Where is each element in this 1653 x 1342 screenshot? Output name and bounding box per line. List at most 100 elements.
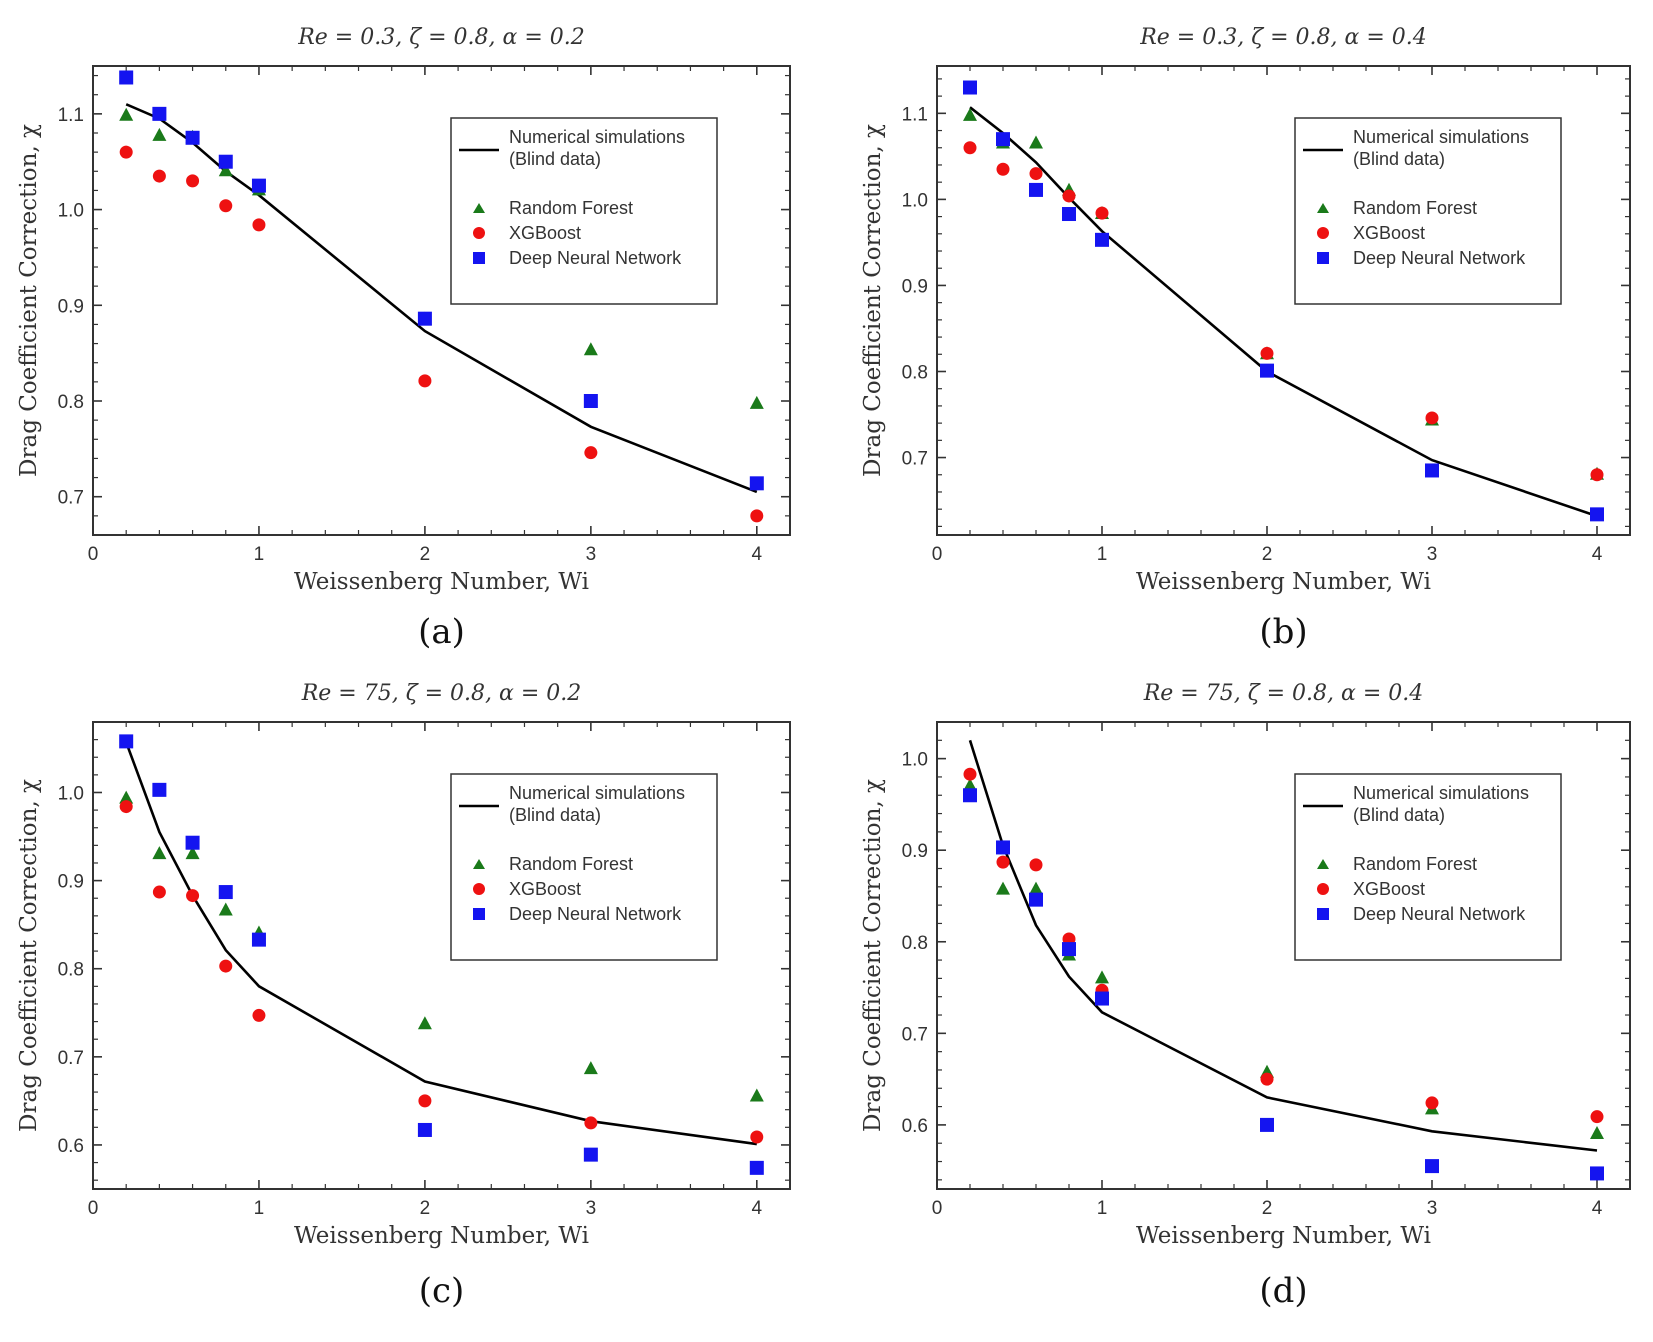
legend-label-numerical: Numerical simulations — [509, 127, 685, 147]
point-dnn — [1095, 991, 1109, 1006]
x-tick-label: 0 — [932, 1198, 943, 1219]
legend-label-dnn: Deep Neural Network — [509, 904, 682, 924]
point-random-forest — [152, 127, 167, 141]
y-axis-label: Drag Coefficient Correction, χ — [860, 779, 886, 1132]
x-tick-label: 4 — [752, 1198, 763, 1219]
point-xgboost — [186, 889, 200, 903]
legend-label-xgboost: XGBoost — [1353, 223, 1425, 243]
point-dnn — [1062, 942, 1076, 957]
legend-swatch-xgboost — [473, 883, 485, 895]
y-tick-label: 1.1 — [58, 105, 84, 126]
point-xgboost — [152, 885, 166, 899]
legend-swatch-random-forest — [473, 859, 485, 869]
chart-title: Re = 0.3, ζ = 0.8, α = 0.4 — [1139, 25, 1427, 50]
point-xgboost — [1095, 206, 1109, 220]
point-dnn — [417, 311, 432, 326]
y-tick-label: 0.7 — [902, 1024, 928, 1045]
x-tick-label: 0 — [932, 544, 943, 565]
plot-frame — [92, 721, 791, 1190]
point-random-forest — [583, 342, 598, 356]
chart-panel-a: Re = 0.3, ζ = 0.8, α = 0.2 0 1 2 3 4 0.7 0.8 0.9… — [16, 25, 791, 652]
point-dnn — [119, 734, 134, 749]
legend-label-dnn: Deep Neural Network — [1353, 248, 1526, 268]
y-axis-label: Drag Coefficient Correction, χ — [16, 124, 42, 477]
point-random-forest — [119, 107, 134, 121]
point-xgboost — [1425, 411, 1439, 425]
chart-panel-c: Re = 75, ζ = 0.8, α = 0.2 0 1 2 3 4 0.6 0.7 0.8 0… — [16, 681, 791, 1311]
point-xgboost — [750, 1130, 764, 1144]
y-tick-label: 1.1 — [902, 104, 928, 125]
point-random-forest — [1029, 135, 1043, 149]
point-dnn — [185, 130, 200, 145]
point-xgboost — [219, 959, 233, 973]
point-xgboost — [1029, 858, 1043, 872]
legend-swatch-xgboost — [1317, 227, 1329, 239]
x-tick-label: 3 — [586, 1198, 597, 1219]
y-axis-label: Drag Coefficient Correction, χ — [16, 779, 42, 1132]
point-xgboost — [186, 174, 200, 188]
chart-title: Re = 75, ζ = 0.8, α = 0.4 — [1143, 681, 1424, 706]
point-dnn — [583, 1147, 598, 1162]
point-dnn — [1062, 207, 1076, 222]
series-line-numerical — [124, 741, 757, 1146]
x-tick-label: 2 — [420, 544, 431, 565]
point-dnn — [1425, 463, 1439, 478]
x-axis-label: Weissenberg Number, Wi — [1136, 569, 1431, 595]
point-dnn — [417, 1122, 432, 1137]
legend-label-numerical: Numerical simulations — [1353, 127, 1529, 147]
x-tick-label: 3 — [586, 544, 597, 565]
panel-caption: (d) — [1259, 1271, 1307, 1311]
x-tick-label: 2 — [1262, 1198, 1273, 1219]
x-axis-label: Weissenberg Number, Wi — [294, 569, 589, 595]
point-dnn — [185, 835, 200, 850]
y-tick-label: 0.9 — [58, 296, 84, 317]
point-xgboost — [1425, 1096, 1439, 1110]
chart-panel-d: Re = 75, ζ = 0.8, α = 0.4 0 1 2 3 4 0.6 0.7 0.8 0… — [860, 681, 1631, 1311]
legend-label-dnn: Deep Neural Network — [509, 248, 682, 268]
point-random-forest — [749, 1088, 764, 1102]
legend-swatch-random-forest — [1317, 859, 1329, 869]
point-dnn — [1590, 1166, 1604, 1181]
legend-label-xgboost: XGBoost — [509, 223, 581, 243]
point-dnn — [251, 932, 266, 947]
x-tick-label: 3 — [1427, 1198, 1438, 1219]
x-axis-label: Weissenberg Number, Wi — [294, 1223, 589, 1249]
legend-swatch-random-forest — [1317, 203, 1329, 213]
y-tick-label: 0.9 — [902, 841, 928, 862]
y-tick-label: 1.0 — [58, 201, 84, 222]
point-dnn — [218, 885, 233, 900]
y-tick-label: 1.0 — [902, 190, 928, 211]
legend-swatch-xgboost — [1317, 883, 1329, 895]
y-tick-label: 0.8 — [58, 392, 84, 413]
plot-frame — [936, 721, 1631, 1190]
point-xgboost — [1260, 346, 1274, 360]
legend-label-blind-data: (Blind data) — [1353, 805, 1445, 825]
point-random-forest — [119, 790, 134, 804]
legend-swatch-dnn — [1317, 252, 1329, 264]
legend-label-numerical: Numerical simulations — [509, 783, 685, 803]
y-tick-label: 0.8 — [902, 933, 928, 954]
point-random-forest — [218, 902, 233, 916]
point-xgboost — [584, 1116, 598, 1130]
y-tick-label: 1.0 — [902, 750, 928, 771]
x-tick-label: 1 — [1097, 544, 1108, 565]
x-tick-label: 4 — [1592, 544, 1603, 565]
series-line-numerical — [125, 103, 758, 494]
point-xgboost — [996, 855, 1010, 869]
x-tick-label: 4 — [752, 544, 763, 565]
point-xgboost — [1260, 1072, 1274, 1086]
x-tick-label: 1 — [254, 544, 265, 565]
point-random-forest — [1095, 970, 1109, 984]
x-tick-label: 0 — [88, 544, 99, 565]
legend-swatch-random-forest — [473, 203, 485, 213]
point-dnn — [218, 154, 233, 169]
chart-title: Re = 75, ζ = 0.8, α = 0.2 — [301, 681, 582, 706]
point-dnn — [1260, 363, 1274, 378]
point-xgboost — [1590, 1110, 1604, 1124]
point-dnn — [119, 70, 134, 85]
y-tick-label: 0.9 — [902, 276, 928, 297]
legend-label-blind-data: (Blind data) — [1353, 149, 1445, 169]
panel-caption: (c) — [419, 1271, 465, 1311]
point-dnn — [152, 106, 167, 121]
point-xgboost — [119, 800, 133, 814]
